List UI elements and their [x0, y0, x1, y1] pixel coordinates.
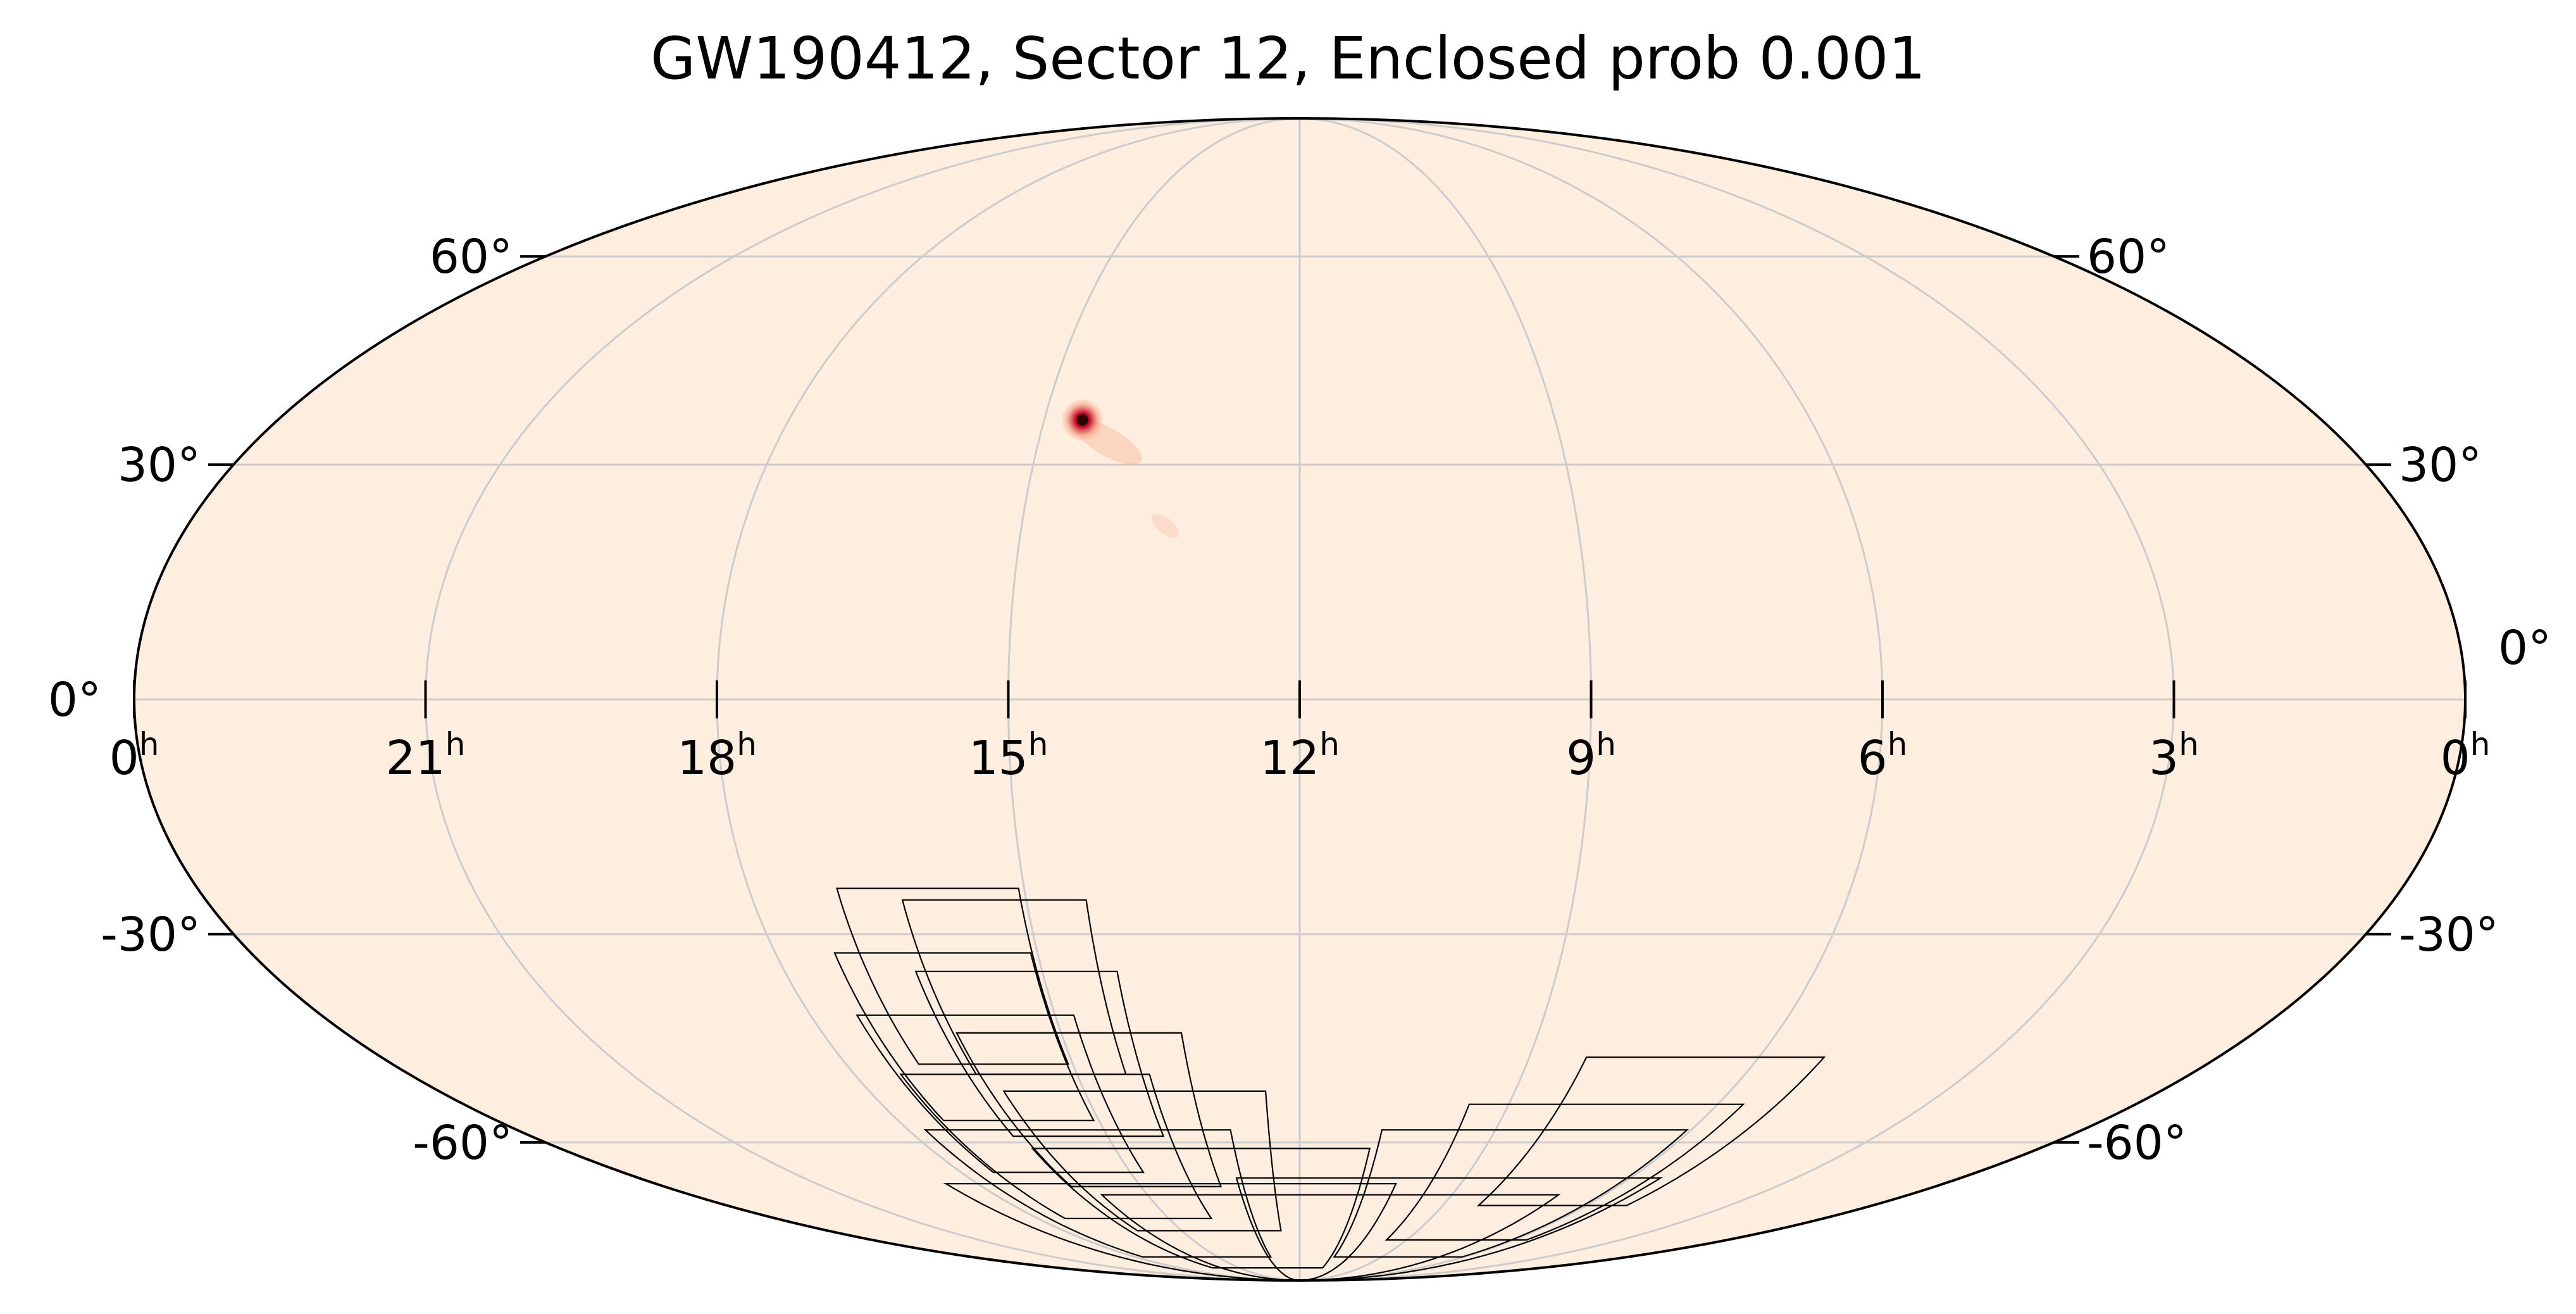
ccd-tile	[1002, 1090, 1282, 1232]
dec-tick-label-left: -30°	[101, 908, 201, 962]
ra-tick-value: 0	[109, 731, 139, 785]
ra-tick-unit: h	[2179, 726, 2199, 763]
ra-tick-unit: h	[737, 726, 757, 763]
ccd-tile	[923, 1129, 1272, 1258]
ccd-tile	[836, 887, 1069, 1065]
ra-tick-unit: h	[2470, 726, 2491, 763]
dec-tick-label-right: 60°	[2087, 230, 2170, 284]
ra-tick-unit: h	[445, 726, 466, 763]
ra-tick-label: 12h	[1260, 726, 1340, 785]
ra-tick-value: 0	[2441, 731, 2470, 785]
ra-tick-label: 18h	[677, 726, 757, 785]
ra-tick-label: 0h	[109, 726, 159, 785]
ccd-tile	[955, 1032, 1223, 1187]
dec-tick-label-left: 60°	[430, 230, 513, 284]
dec-tick-label-right: 0°	[2498, 621, 2551, 675]
probability-tail	[1152, 513, 1179, 538]
ra-tick-label: 0h	[2441, 726, 2491, 785]
probability-peak	[1076, 414, 1088, 426]
dec-tick-label-right: -30°	[2399, 908, 2499, 962]
ccd-tile	[1333, 1129, 1689, 1258]
dec-tick-label-right: 30°	[2399, 438, 2482, 492]
ccd-tile	[856, 1014, 1145, 1173]
ra-tick-unit: h	[139, 726, 159, 763]
ra-tick-unit: h	[1028, 726, 1048, 763]
ra-tick-label: 3h	[2149, 726, 2199, 785]
ccd-tile	[914, 970, 1165, 1137]
ra-tick-value: 9	[1566, 731, 1596, 785]
ccd-tile	[1476, 1056, 1826, 1206]
ra-tick-value: 21	[386, 731, 445, 785]
dec-tick-label-left: 30°	[118, 438, 201, 492]
dec-tick-label-right: -60°	[2087, 1116, 2187, 1170]
axis-ticks	[133, 255, 2467, 1144]
ra-tick-value: 6	[1858, 731, 1888, 785]
ccd-tile	[833, 952, 1095, 1122]
ra-tick-label: 9h	[1566, 726, 1616, 785]
ra-tick-value: 18	[677, 731, 737, 785]
ra-tick-unit: h	[1319, 726, 1340, 763]
ra-tick-unit: h	[1596, 726, 1616, 763]
ra-tick-value: 15	[969, 731, 1028, 785]
ccd-tile	[899, 1073, 1213, 1220]
ra-tick-value: 12	[1260, 731, 1319, 785]
probability-layer	[1061, 398, 1179, 538]
dec-tick-label-left: 0°	[48, 673, 101, 727]
ra-tick-label: 21h	[386, 726, 466, 785]
ccd-tile	[1031, 1148, 1371, 1269]
dec-tick-label-left: -60°	[413, 1116, 513, 1170]
ra-tick-label: 15h	[969, 726, 1048, 785]
plot-title: GW190412, Sector 12, Enclosed prob 0.001	[650, 25, 1926, 92]
ra-tick-value: 3	[2149, 731, 2179, 785]
ra-tick-label: 6h	[1858, 726, 1908, 785]
ra-tick-unit: h	[1888, 726, 1908, 763]
